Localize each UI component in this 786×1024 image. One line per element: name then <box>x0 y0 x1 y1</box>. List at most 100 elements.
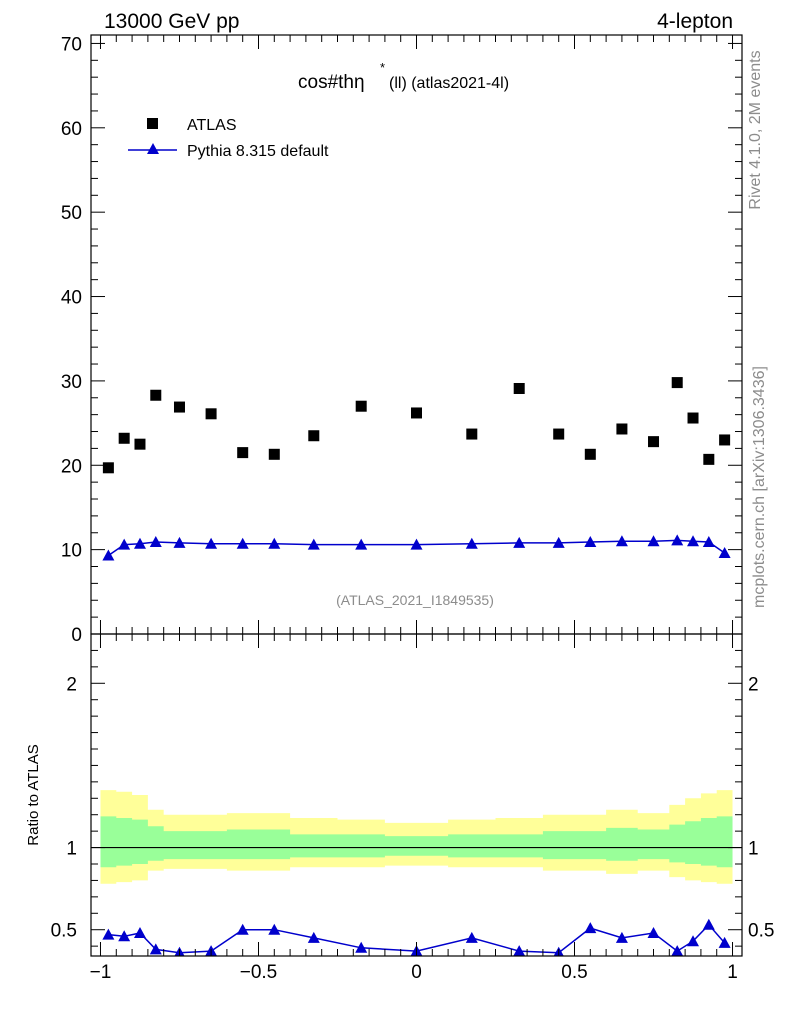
y-tick-label: 30 <box>61 372 82 393</box>
legend-mc-label: Pythia 8.315 default <box>187 143 329 160</box>
y-tick-label: 20 <box>61 456 82 477</box>
ratio-mc-point <box>615 931 628 943</box>
ratio-mc-point <box>584 922 597 934</box>
ratio-y-tick-label: 0.5 <box>51 921 77 942</box>
ratio-mc-point <box>149 943 162 955</box>
mc-point <box>236 537 249 549</box>
uncertainty-band-inner <box>100 816 733 868</box>
plot-title: cos#thη <box>298 72 365 93</box>
mc-point <box>102 549 115 561</box>
ratio-mc-point <box>355 941 368 953</box>
data-point <box>150 389 162 401</box>
data-point <box>411 407 422 419</box>
ratio-x-axis: −1 −0.5 0 0.5 1 <box>90 634 738 983</box>
main-x-ticks <box>99 35 734 634</box>
data-point <box>553 428 565 440</box>
mc-point <box>133 537 146 549</box>
analysis-id-label: (ATLAS_2021_I1849535) <box>336 592 494 608</box>
data-point <box>173 401 185 413</box>
header-process-label: 4-lepton <box>657 10 733 33</box>
side-rivet-label: Rivet 4.1.0, 2M events <box>747 50 764 209</box>
mc-point <box>584 536 597 548</box>
data-point <box>616 423 628 435</box>
y-tick-label: 0 <box>71 625 82 646</box>
data-point <box>719 434 731 446</box>
mc-point <box>647 535 660 547</box>
ratio-mc-point <box>647 927 660 938</box>
x-tick-label: 0.5 <box>561 962 587 983</box>
mc-point <box>513 536 526 548</box>
header-energy-label: 13000 GeV pp <box>104 10 239 33</box>
main-panel: 0 10 20 30 40 50 60 70 cos#thη * (ll) (atlas202… <box>61 34 743 646</box>
x-tick-label: −1 <box>90 962 112 983</box>
main-y-axis: 0 10 20 30 40 50 60 70 <box>61 34 742 646</box>
ratio-y-tick-label: 2 <box>66 674 77 695</box>
ratio-y-tick-label-right: 0.5 <box>748 921 774 942</box>
ratio-mc-point <box>671 945 684 956</box>
ratio-mc-point <box>702 918 715 930</box>
x-tick-label: 0 <box>411 962 422 983</box>
mc-point <box>205 537 218 549</box>
main-plot-area <box>102 377 731 561</box>
ratio-y-axis: 0.5 0.5 1 1 2 2 <box>51 649 774 947</box>
ratio-mc-point <box>513 945 526 956</box>
legend: ATLAS Pythia 8.315 default <box>128 117 329 160</box>
ratio-y-axis-label: Ratio to ATLAS <box>25 744 42 845</box>
mc-point <box>465 537 478 549</box>
ratio-mc-point <box>236 923 249 935</box>
ratio-mc-point <box>718 936 731 948</box>
mc-point <box>702 536 715 548</box>
plot-title-star: * <box>380 60 385 75</box>
y-tick-label: 70 <box>61 34 82 55</box>
mc-point <box>355 538 368 550</box>
data-point <box>584 448 596 460</box>
ratio-mc-point <box>133 927 146 938</box>
mc-point <box>718 547 731 559</box>
y-tick-label: 60 <box>61 119 82 140</box>
ratio-frame <box>90 633 743 957</box>
ratio-mc-point <box>118 930 131 942</box>
ratio-y-tick-label: 1 <box>66 839 77 860</box>
data-point <box>648 436 660 448</box>
legend-data-marker <box>147 118 158 129</box>
mc-point <box>173 536 186 548</box>
data-point <box>205 408 217 420</box>
data-point <box>237 447 249 459</box>
data-point <box>671 377 683 389</box>
y-tick-label: 40 <box>61 288 82 309</box>
mc-point <box>615 535 628 547</box>
plot-title-tail: (ll) (atlas2021-4l) <box>389 75 509 92</box>
data-point <box>703 453 715 465</box>
plot-title-main: cos#thη <box>298 72 365 93</box>
legend-data-label: ATLAS <box>187 117 237 134</box>
ratio-mc-point <box>687 935 700 947</box>
mc-point <box>118 538 131 550</box>
ratio-mc-point <box>268 923 281 935</box>
mc-point <box>268 537 281 549</box>
mc-point <box>410 538 423 550</box>
ratio-y-tick-label-right: 1 <box>748 839 759 860</box>
data-point <box>466 428 478 440</box>
side-mcplots-label: mcplots.cern.ch [arXiv:1306.3436] <box>751 366 768 608</box>
legend-mc-marker <box>147 143 159 154</box>
mc-point <box>307 538 320 550</box>
ratio-panel: 0.5 0.5 1 1 2 2 −1 −0.5 0 0.5 1 Ratio to ATLAS <box>25 633 774 983</box>
mc-point <box>149 536 162 548</box>
ratio-plot-area <box>91 790 742 956</box>
ratio-mc-point <box>307 931 320 943</box>
data-point <box>308 430 320 442</box>
data-point <box>268 448 280 460</box>
x-tick-label: −0.5 <box>240 962 278 983</box>
data-point <box>118 432 130 444</box>
x-tick-label: 1 <box>727 962 738 983</box>
data-point <box>102 462 114 474</box>
data-point <box>687 412 699 424</box>
mc-point <box>671 534 684 546</box>
ratio-mc-point <box>102 928 115 940</box>
data-point <box>513 382 525 394</box>
y-tick-label: 50 <box>61 203 82 224</box>
ratio-mc-point <box>465 931 478 943</box>
y-tick-label: 10 <box>61 541 82 562</box>
data-point <box>134 438 146 450</box>
